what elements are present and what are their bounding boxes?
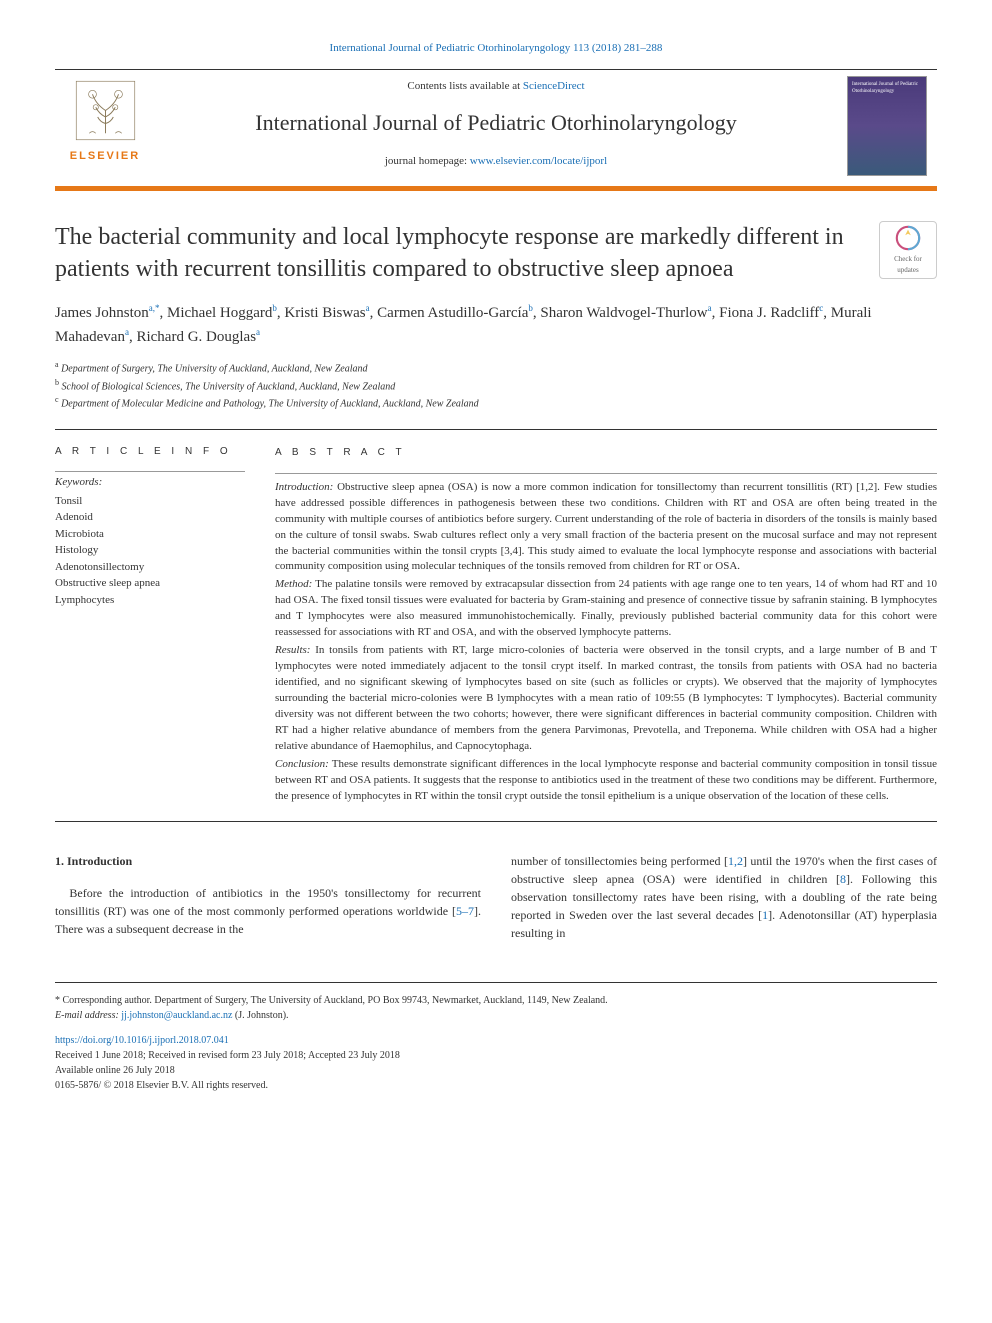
sciencedirect-link[interactable]: ScienceDirect [523,80,585,92]
contents-prefix: Contents lists available at [407,80,522,92]
affiliation-a: a Department of Surgery, The University … [55,359,937,376]
keyword: Obstructive sleep apnea [55,575,245,592]
keyword: Adenotonsillectomy [55,559,245,576]
available-line: Available online 26 July 2018 [55,1063,937,1078]
keywords-label: Keywords: [55,471,245,491]
copyright-line: 0165-5876/ © 2018 Elsevier B.V. All righ… [55,1078,937,1093]
corresponding-author: * Corresponding author. Department of Su… [55,993,937,1008]
updates-line2: updates [897,265,918,276]
title-row: The bacterial community and local lympho… [55,221,937,286]
homepage-prefix: journal homepage: [385,155,470,167]
article-info-column: A R T I C L E I N F O Keywords: Tonsil A… [55,444,245,806]
publisher-block: ELSEVIER [55,70,155,182]
body-column-left: 1. Introduction Before the introduction … [55,852,481,942]
masthead-center: Contents lists available at ScienceDirec… [155,70,837,182]
affiliation-c: c Department of Molecular Medicine and P… [55,394,937,411]
body-column-right: number of tonsillectomies being performe… [511,852,937,942]
journal-masthead: ELSEVIER Contents lists available at Sci… [55,69,937,182]
homepage-link[interactable]: www.elsevier.com/locate/ijporl [470,155,607,167]
journal-cover-thumbnail: International Journal of Pediatric Otorh… [847,76,927,176]
author-list: James Johnstona,*, Michael Hoggardb, Kri… [55,301,937,349]
article-title: The bacterial community and local lympho… [55,221,859,286]
ref-link[interactable]: 1 [762,908,768,922]
abstract-column: A B S T R A C T Introduction: Obstructiv… [275,444,937,806]
page-container: International Journal of Pediatric Otorh… [0,0,992,1123]
masthead-right: International Journal of Pediatric Otorh… [837,70,937,182]
elsevier-tree-icon [70,76,140,146]
keyword: Lymphocytes [55,592,245,609]
ref-link[interactable]: 1,2 [728,854,743,868]
homepage-line: journal homepage: www.elsevier.com/locat… [165,153,827,170]
intro-p1-cont: number of tonsillectomies being performe… [511,852,937,942]
keyword: Adenoid [55,509,245,526]
journal-name: International Journal of Pediatric Otorh… [165,106,827,139]
footer-divider [55,982,937,983]
info-abstract-row: A R T I C L E I N F O Keywords: Tonsil A… [55,429,937,821]
updates-line1: Check for [894,254,922,265]
running-header-citation: International Journal of Pediatric Otorh… [55,40,937,57]
email-line: E-mail address: jj.johnston@auckland.ac.… [55,1008,937,1023]
contents-available-line: Contents lists available at ScienceDirec… [165,78,827,95]
abstract-intro: Introduction: Obstructive sleep apnea (O… [275,480,937,576]
keyword: Microbiota [55,526,245,543]
correspondence-block: * Corresponding author. Department of Su… [55,993,937,1023]
affiliations: a Department of Surgery, The University … [55,359,937,411]
keyword: Tonsil [55,493,245,510]
ref-link[interactable]: 8 [840,872,846,886]
cover-text: International Journal of Pediatric Otorh… [852,82,918,95]
abstract-method: Method: The palatine tonsils were remove… [275,577,937,641]
orange-divider [55,186,937,191]
abstract-results: Results: In tonsils from patients with R… [275,643,937,755]
email-label: E-mail address: [55,1010,119,1021]
intro-p1: Before the introduction of antibiotics i… [55,884,481,938]
ref-link[interactable]: 5–7 [456,904,474,918]
received-line: Received 1 June 2018; Received in revise… [55,1048,937,1063]
abstract-conclusion: Conclusion: These results demonstrate si… [275,757,937,805]
publication-info: https://doi.org/10.1016/j.ijporl.2018.07… [55,1033,937,1093]
abstract-body: Introduction: Obstructive sleep apnea (O… [275,473,937,805]
abstract-heading: A B S T R A C T [275,446,937,461]
crossmark-icon [894,224,922,252]
affiliation-b: b School of Biological Sciences, The Uni… [55,377,937,394]
email-suffix: (J. Johnston). [235,1010,289,1021]
email-link[interactable]: jj.johnston@auckland.ac.nz [121,1010,232,1021]
check-updates-badge[interactable]: Check for updates [879,221,937,279]
keyword: Histology [55,542,245,559]
publisher-name: ELSEVIER [70,148,140,165]
article-info-heading: A R T I C L E I N F O [55,444,245,459]
doi-link[interactable]: https://doi.org/10.1016/j.ijporl.2018.07… [55,1035,229,1046]
introduction-heading: 1. Introduction [55,852,481,870]
body-columns: 1. Introduction Before the introduction … [55,852,937,942]
